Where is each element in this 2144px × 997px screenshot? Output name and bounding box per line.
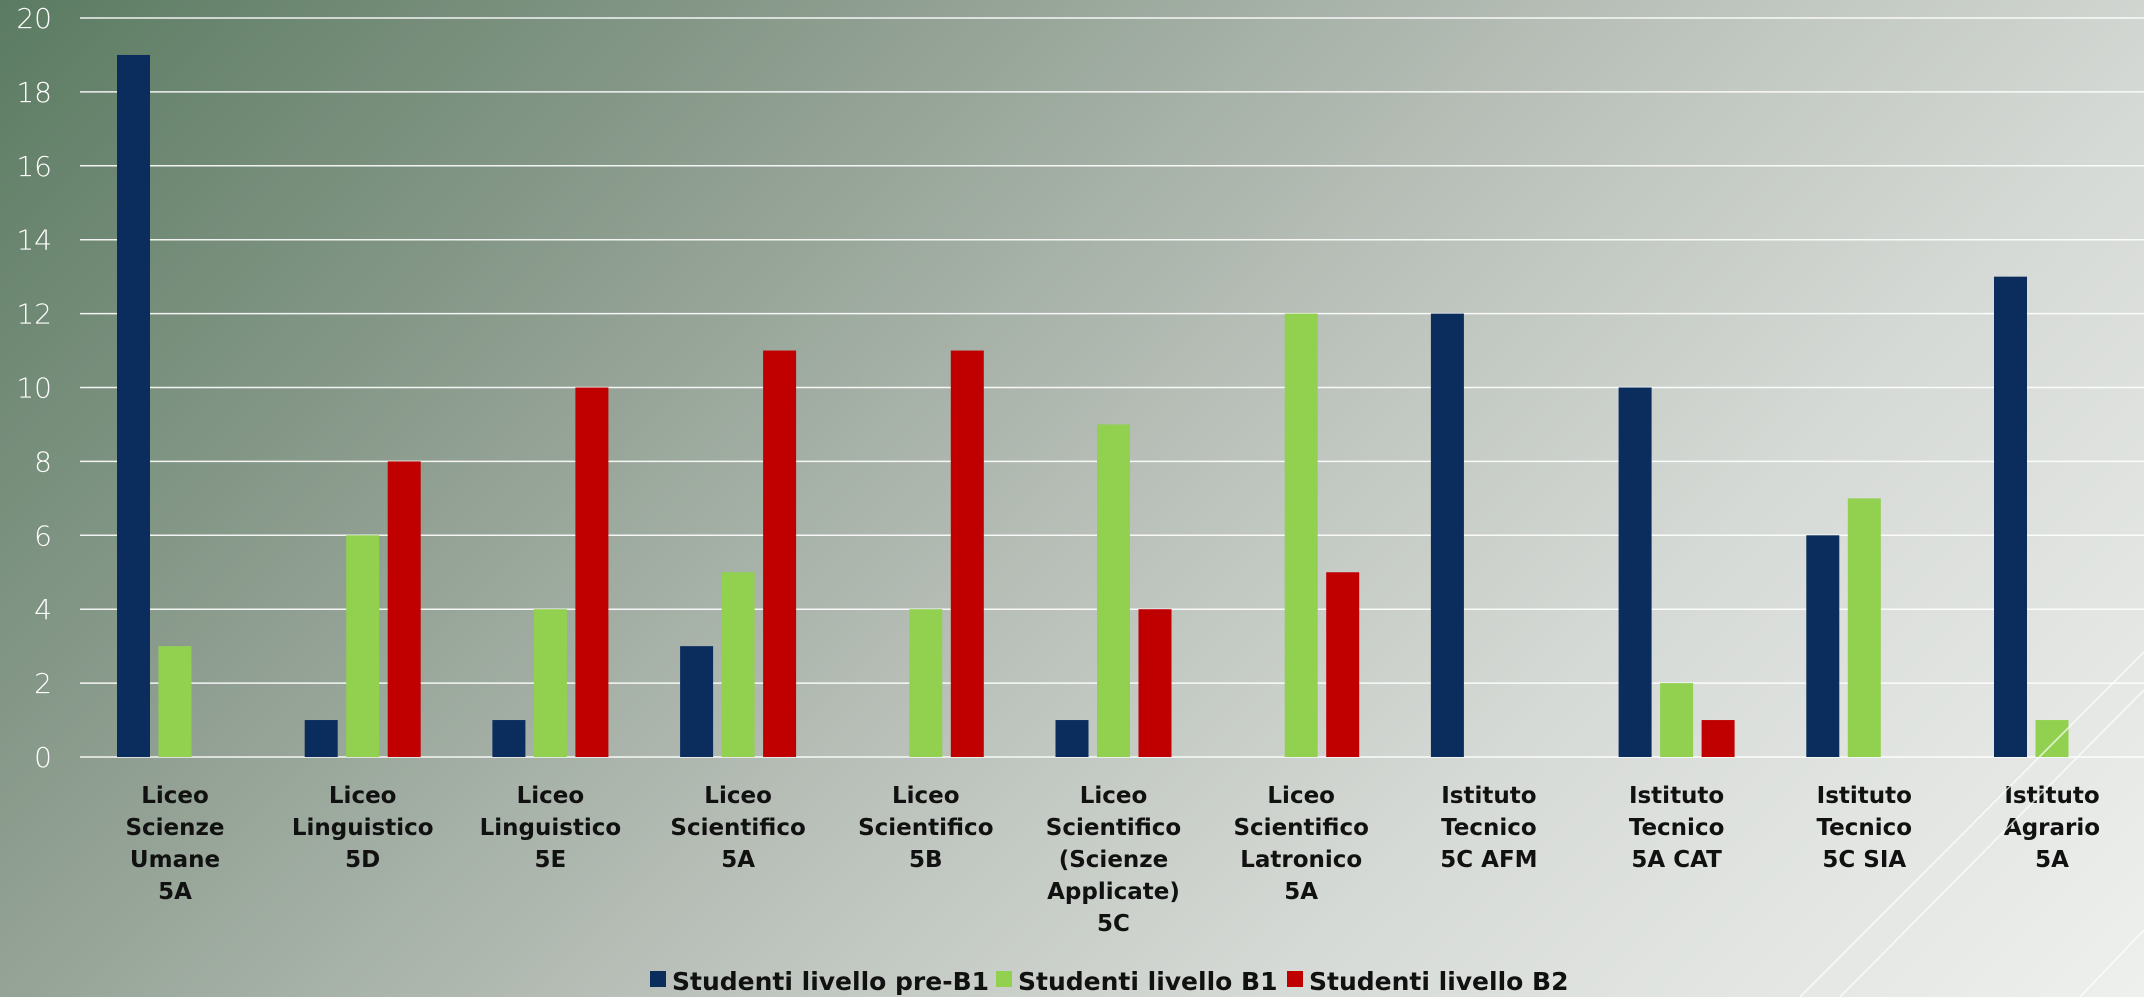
x-category-label-line: Liceo [1267, 783, 1335, 809]
bar [1660, 683, 1694, 757]
y-axis-tick-labels: 0 2 4 6 8 10 12 14 16 18 20 [16, 2, 52, 774]
x-category-label-line: 5A [158, 879, 192, 905]
y-tick-label: 8 [34, 445, 52, 478]
x-category-label-line: Scienze [125, 815, 224, 841]
y-tick-label: 10 [16, 372, 52, 405]
x-category-label-line: Scientifico [670, 815, 805, 841]
x-category-label-line: Scientifico [858, 815, 993, 841]
y-tick-label: 14 [16, 224, 52, 257]
x-category-label-line: Liceo [329, 783, 397, 809]
y-tick-label: 20 [16, 2, 52, 35]
x-category-label-line: 5C [1097, 911, 1130, 937]
x-category-label-line: Liceo [141, 783, 209, 809]
y-tick-label: 0 [34, 741, 52, 774]
x-category-label-line: Istituto [2004, 783, 2099, 809]
y-tick-label: 16 [16, 150, 52, 183]
bar [680, 646, 714, 757]
x-category-label-line: Istituto [1441, 783, 1536, 809]
x-category-label: Liceo Linguistico 5D [292, 783, 434, 873]
y-tick-label: 6 [34, 519, 52, 552]
x-category-label-line: Istituto [1629, 783, 1724, 809]
legend-label: Studenti livello B1 [1018, 967, 1278, 996]
bar [117, 54, 150, 757]
y-tick-label: 12 [16, 298, 52, 331]
bar [950, 350, 984, 757]
legend: Studenti livello pre-B1 Studenti livello … [650, 967, 1569, 996]
bar [1055, 720, 1089, 757]
x-category-label-line: Applicate) [1047, 879, 1180, 905]
x-category-label: Liceo Scientifico Latronico 5A [1233, 783, 1368, 905]
x-category-label: Istituto Tecnico 5C SIA [1817, 783, 1913, 873]
bar [1618, 387, 1652, 757]
legend-label: Studenti livello B2 [1309, 967, 1569, 996]
x-category-label: Istituto Agrario 5A [2004, 783, 2100, 873]
bar [575, 387, 609, 757]
x-category-label-line: Agrario [2004, 815, 2100, 841]
bar [763, 350, 797, 757]
bar [721, 572, 755, 757]
x-category-label-line: 5A CAT [1631, 847, 1722, 873]
x-category-label-line: 5C SIA [1822, 847, 1906, 873]
y-tick-label: 2 [34, 667, 52, 700]
bar [1847, 498, 1881, 757]
x-category-label-line: 5E [535, 847, 567, 873]
x-category-label-line: Istituto [1817, 783, 1912, 809]
x-category-label: Liceo Linguistico 5E [480, 783, 622, 873]
x-category-label: Istituto Tecnico 5A CAT [1629, 783, 1725, 873]
bar [909, 609, 943, 757]
x-category-label-line: (Scienze [1059, 847, 1169, 873]
x-category-label-line: Liceo [892, 783, 960, 809]
x-category-label-line: 5A [2035, 847, 2069, 873]
bar [158, 646, 192, 757]
x-category-label-line: Scientifico [1046, 815, 1181, 841]
x-category-label-line: Latronico [1240, 847, 1362, 873]
x-category-label: Istituto Tecnico 5C AFM [1440, 783, 1537, 873]
x-category-label-line: Linguistico [292, 815, 434, 841]
bar [1994, 276, 2027, 757]
bar [533, 609, 567, 757]
x-category-label-line: Tecnico [1441, 815, 1537, 841]
x-category-label-line: Scientifico [1233, 815, 1368, 841]
bars [117, 54, 2069, 757]
x-category-label: Liceo Scientifico 5B [858, 783, 993, 873]
bar [1326, 572, 1360, 757]
bar [1430, 313, 1464, 757]
bar [2035, 720, 2069, 757]
legend-label: Studenti livello pre-B1 [672, 967, 989, 996]
y-tick-label: 4 [34, 593, 52, 626]
legend-swatch [996, 971, 1012, 987]
bar [492, 720, 526, 757]
x-category-label-line: Umane [130, 847, 220, 873]
x-category-label-line: Liceo [517, 783, 585, 809]
x-category-label-line: 5B [909, 847, 943, 873]
x-category-label-line: Liceo [1080, 783, 1148, 809]
x-category-label: Liceo Scienze Umane 5A [125, 783, 224, 905]
x-category-label-line: 5A [721, 847, 755, 873]
bar [1806, 535, 1840, 757]
x-category-label-line: 5A [1284, 879, 1318, 905]
x-category-label-line: Linguistico [480, 815, 622, 841]
bar [346, 535, 380, 757]
bar [1138, 609, 1172, 757]
x-category-label-line: Tecnico [1629, 815, 1725, 841]
legend-swatch [650, 971, 666, 987]
legend-swatch [1287, 971, 1303, 987]
x-category-label-line: 5D [345, 847, 380, 873]
x-category-label-line: Liceo [704, 783, 772, 809]
x-category-label-line: 5C AFM [1440, 847, 1537, 873]
x-category-label: Liceo Scientifico (Scienze Applicate) 5C [1046, 783, 1181, 937]
bar [1701, 720, 1735, 757]
decorative-corner-lines [1799, 651, 2144, 997]
x-category-label: Liceo Scientifico 5A [670, 783, 805, 873]
bar [387, 461, 421, 757]
y-tick-label: 18 [16, 76, 52, 109]
bar [1097, 424, 1130, 757]
bar [1284, 313, 1318, 757]
x-category-label-line: Tecnico [1817, 815, 1913, 841]
bar [304, 720, 338, 757]
